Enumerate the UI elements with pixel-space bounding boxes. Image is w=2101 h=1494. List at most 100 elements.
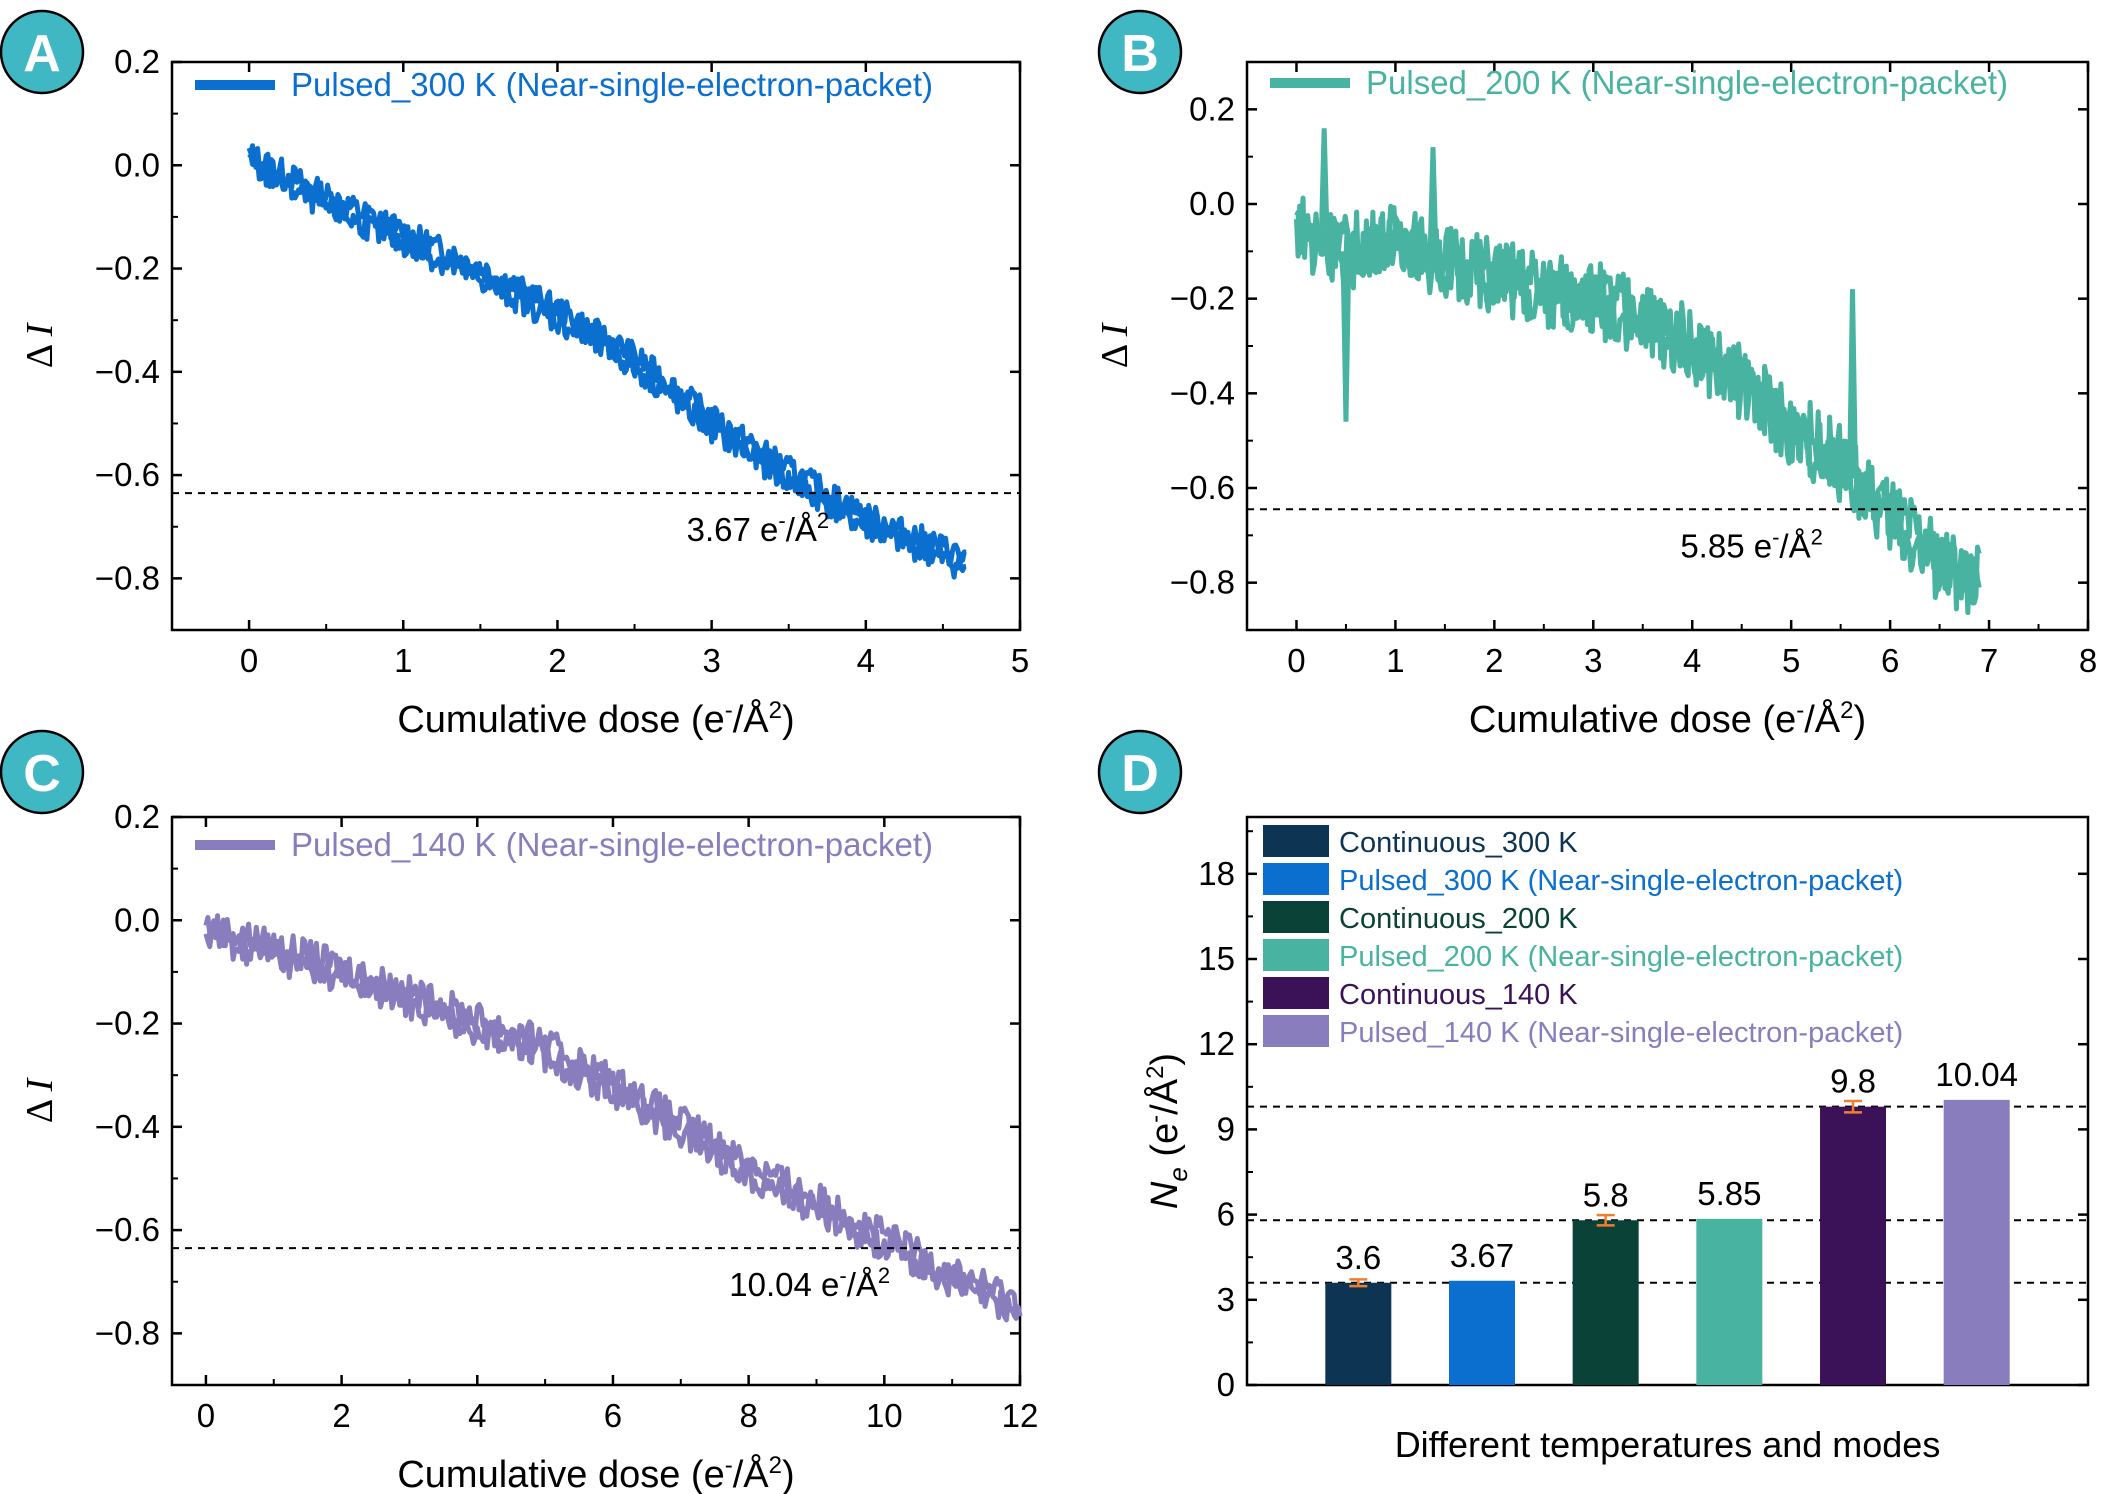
data-spike bbox=[1340, 251, 1352, 422]
y-tick-label: −0.8 bbox=[95, 1314, 160, 1351]
legend-label: Pulsed_300 K (Near-single-electron-packe… bbox=[291, 66, 933, 103]
annotation-sup: - bbox=[1772, 524, 1779, 549]
y-axis-label-var: I bbox=[19, 321, 61, 337]
annotation-text: 5.85 e bbox=[1680, 527, 1772, 564]
y-tick-label: −0.6 bbox=[1170, 469, 1235, 506]
x-axis-label: Cumulative dose (e-/Å2) bbox=[1469, 697, 1866, 741]
legend-label: Pulsed_140 K (Near-single-electron-packe… bbox=[1339, 1017, 1903, 1049]
annotation-text: /Å bbox=[847, 1266, 878, 1303]
panel-D: 0 3 6 9 12 15 18 3.6 3.67 5.8 5.85 9.8 10.04 Continuo… bbox=[1142, 815, 2090, 1465]
x-axis-label-text: ) bbox=[1854, 699, 1867, 741]
x-tick-label: 7 bbox=[1980, 642, 1998, 679]
x-axis-label-sup: - bbox=[725, 1452, 733, 1479]
badge-letter: D bbox=[1121, 745, 1159, 803]
data-spike bbox=[1427, 147, 1439, 257]
annotation-sup: 2 bbox=[1811, 524, 1823, 549]
y-tick-label: −0.4 bbox=[95, 1108, 160, 1145]
annotation-text: 10.04 e bbox=[729, 1266, 839, 1303]
x-axis-label-sup: 2 bbox=[769, 1452, 782, 1479]
legend-swatch bbox=[1263, 825, 1329, 857]
x-tick-label: 4 bbox=[857, 642, 875, 679]
y-axis-label-delta: Δ bbox=[19, 1091, 61, 1123]
x-tick-label: 12 bbox=[1002, 1397, 1039, 1434]
bar bbox=[1696, 1218, 1763, 1385]
badge-circle bbox=[1097, 729, 1183, 815]
legend-label: Continuous_300 K bbox=[1339, 827, 1578, 859]
panel-B: 0 1 2 3 4 5 6 7 8 0.2 0.0 −0.2 −0.4 −0.6 −0.8 Cumulativ… bbox=[1094, 60, 2097, 741]
y-tick-label: −0.2 bbox=[95, 1005, 160, 1042]
x-axis-label-text: /Å bbox=[733, 1452, 770, 1494]
y-axis-label: Δ I bbox=[1094, 321, 1136, 368]
data-trace bbox=[1294, 195, 1982, 606]
x-tick-label: 3 bbox=[702, 642, 720, 679]
x-tick-label: 4 bbox=[1683, 642, 1701, 679]
y-tick-label: 12 bbox=[1198, 1025, 1235, 1062]
x-axis-label-text: /Å bbox=[1804, 697, 1841, 741]
x-tick-label: 2 bbox=[548, 642, 566, 679]
badge-letter: A bbox=[23, 25, 61, 83]
legend-swatch bbox=[1263, 977, 1329, 1009]
x-axis-label-text: /Å bbox=[733, 697, 770, 741]
y-axis-label-sub: e bbox=[1163, 1167, 1193, 1181]
y-tick-label: 0.0 bbox=[114, 146, 160, 183]
y-tick-label: −0.8 bbox=[95, 559, 160, 596]
legend-swatch bbox=[1263, 863, 1329, 895]
x-tick-label: 4 bbox=[468, 1397, 486, 1434]
bar bbox=[1448, 1280, 1515, 1385]
threshold-annotation: 5.85 e-/Å2 bbox=[1680, 524, 1823, 564]
x-tick-label: 8 bbox=[2079, 642, 2097, 679]
bar bbox=[1572, 1220, 1639, 1385]
panel-badge: A bbox=[0, 9, 85, 95]
bar-value-label: 3.6 bbox=[1335, 1239, 1381, 1276]
y-tick-label: −0.6 bbox=[95, 1211, 160, 1248]
y-axis-label: Ne (e-/Å2) bbox=[1142, 1053, 1193, 1209]
x-axis-label-text: ) bbox=[782, 699, 795, 741]
x-tick-label: 5 bbox=[1782, 642, 1800, 679]
x-axis-label-sup: 2 bbox=[1840, 697, 1853, 724]
panel-badge: C bbox=[0, 729, 85, 815]
legend-swatch bbox=[1263, 939, 1329, 971]
annotation-sup: - bbox=[839, 1263, 846, 1288]
y-tick-label: 0.2 bbox=[1189, 90, 1235, 127]
x-axis-label-text: Cumulative dose (e bbox=[397, 699, 724, 741]
x-tick-label: 1 bbox=[394, 642, 412, 679]
annotation-sup: - bbox=[778, 508, 785, 533]
annotation-sup: 2 bbox=[878, 1263, 890, 1288]
x-axis-label-text: Cumulative dose (e bbox=[1469, 699, 1796, 741]
y-tick-label: 6 bbox=[1217, 1196, 1235, 1233]
legend-swatch bbox=[1263, 901, 1329, 933]
data-spike bbox=[1847, 289, 1858, 477]
x-tick-label: 8 bbox=[739, 1397, 757, 1434]
x-axis-label-sup: - bbox=[1796, 697, 1804, 724]
y-axis-label: Δ I bbox=[19, 321, 61, 368]
data-spike bbox=[1318, 128, 1330, 241]
y-axis-label-sup: 2 bbox=[1142, 1066, 1169, 1079]
bar-value-label: 10.04 bbox=[1935, 1056, 2018, 1093]
annotation-text: /Å bbox=[786, 511, 817, 548]
x-axis-label-text: ) bbox=[782, 1454, 795, 1494]
bar-value-label: 5.85 bbox=[1697, 1175, 1761, 1212]
data-trace bbox=[247, 153, 967, 580]
data-trace bbox=[203, 927, 1023, 1323]
legend-label: Continuous_140 K bbox=[1339, 979, 1578, 1011]
annotation-text: 3.67 e bbox=[687, 511, 779, 548]
bar-value-label: 9.8 bbox=[1830, 1063, 1876, 1100]
badge-letter: B bbox=[1121, 25, 1159, 83]
bar-value-label: 3.67 bbox=[1450, 1237, 1514, 1274]
y-axis-label-delta: Δ bbox=[19, 336, 61, 368]
plot-frame bbox=[170, 60, 1022, 632]
legend-label: Pulsed_200 K (Near-single-electron-packe… bbox=[1339, 941, 1903, 973]
y-tick-label: −0.2 bbox=[1170, 280, 1235, 317]
x-axis-label-sup: - bbox=[725, 697, 733, 724]
y-tick-label: 0.0 bbox=[1189, 185, 1235, 222]
x-tick-label: 5 bbox=[1011, 642, 1029, 679]
x-tick-label: 0 bbox=[240, 642, 258, 679]
threshold-annotation: 10.04 e-/Å2 bbox=[729, 1263, 890, 1303]
x-tick-label: 6 bbox=[604, 1397, 622, 1434]
x-tick-label: 10 bbox=[866, 1397, 903, 1434]
x-tick-label: 0 bbox=[197, 1397, 215, 1434]
y-tick-label: 0.2 bbox=[114, 43, 160, 80]
x-tick-label: 6 bbox=[1881, 642, 1899, 679]
x-axis-label: Cumulative dose (e-/Å2) bbox=[397, 697, 794, 741]
